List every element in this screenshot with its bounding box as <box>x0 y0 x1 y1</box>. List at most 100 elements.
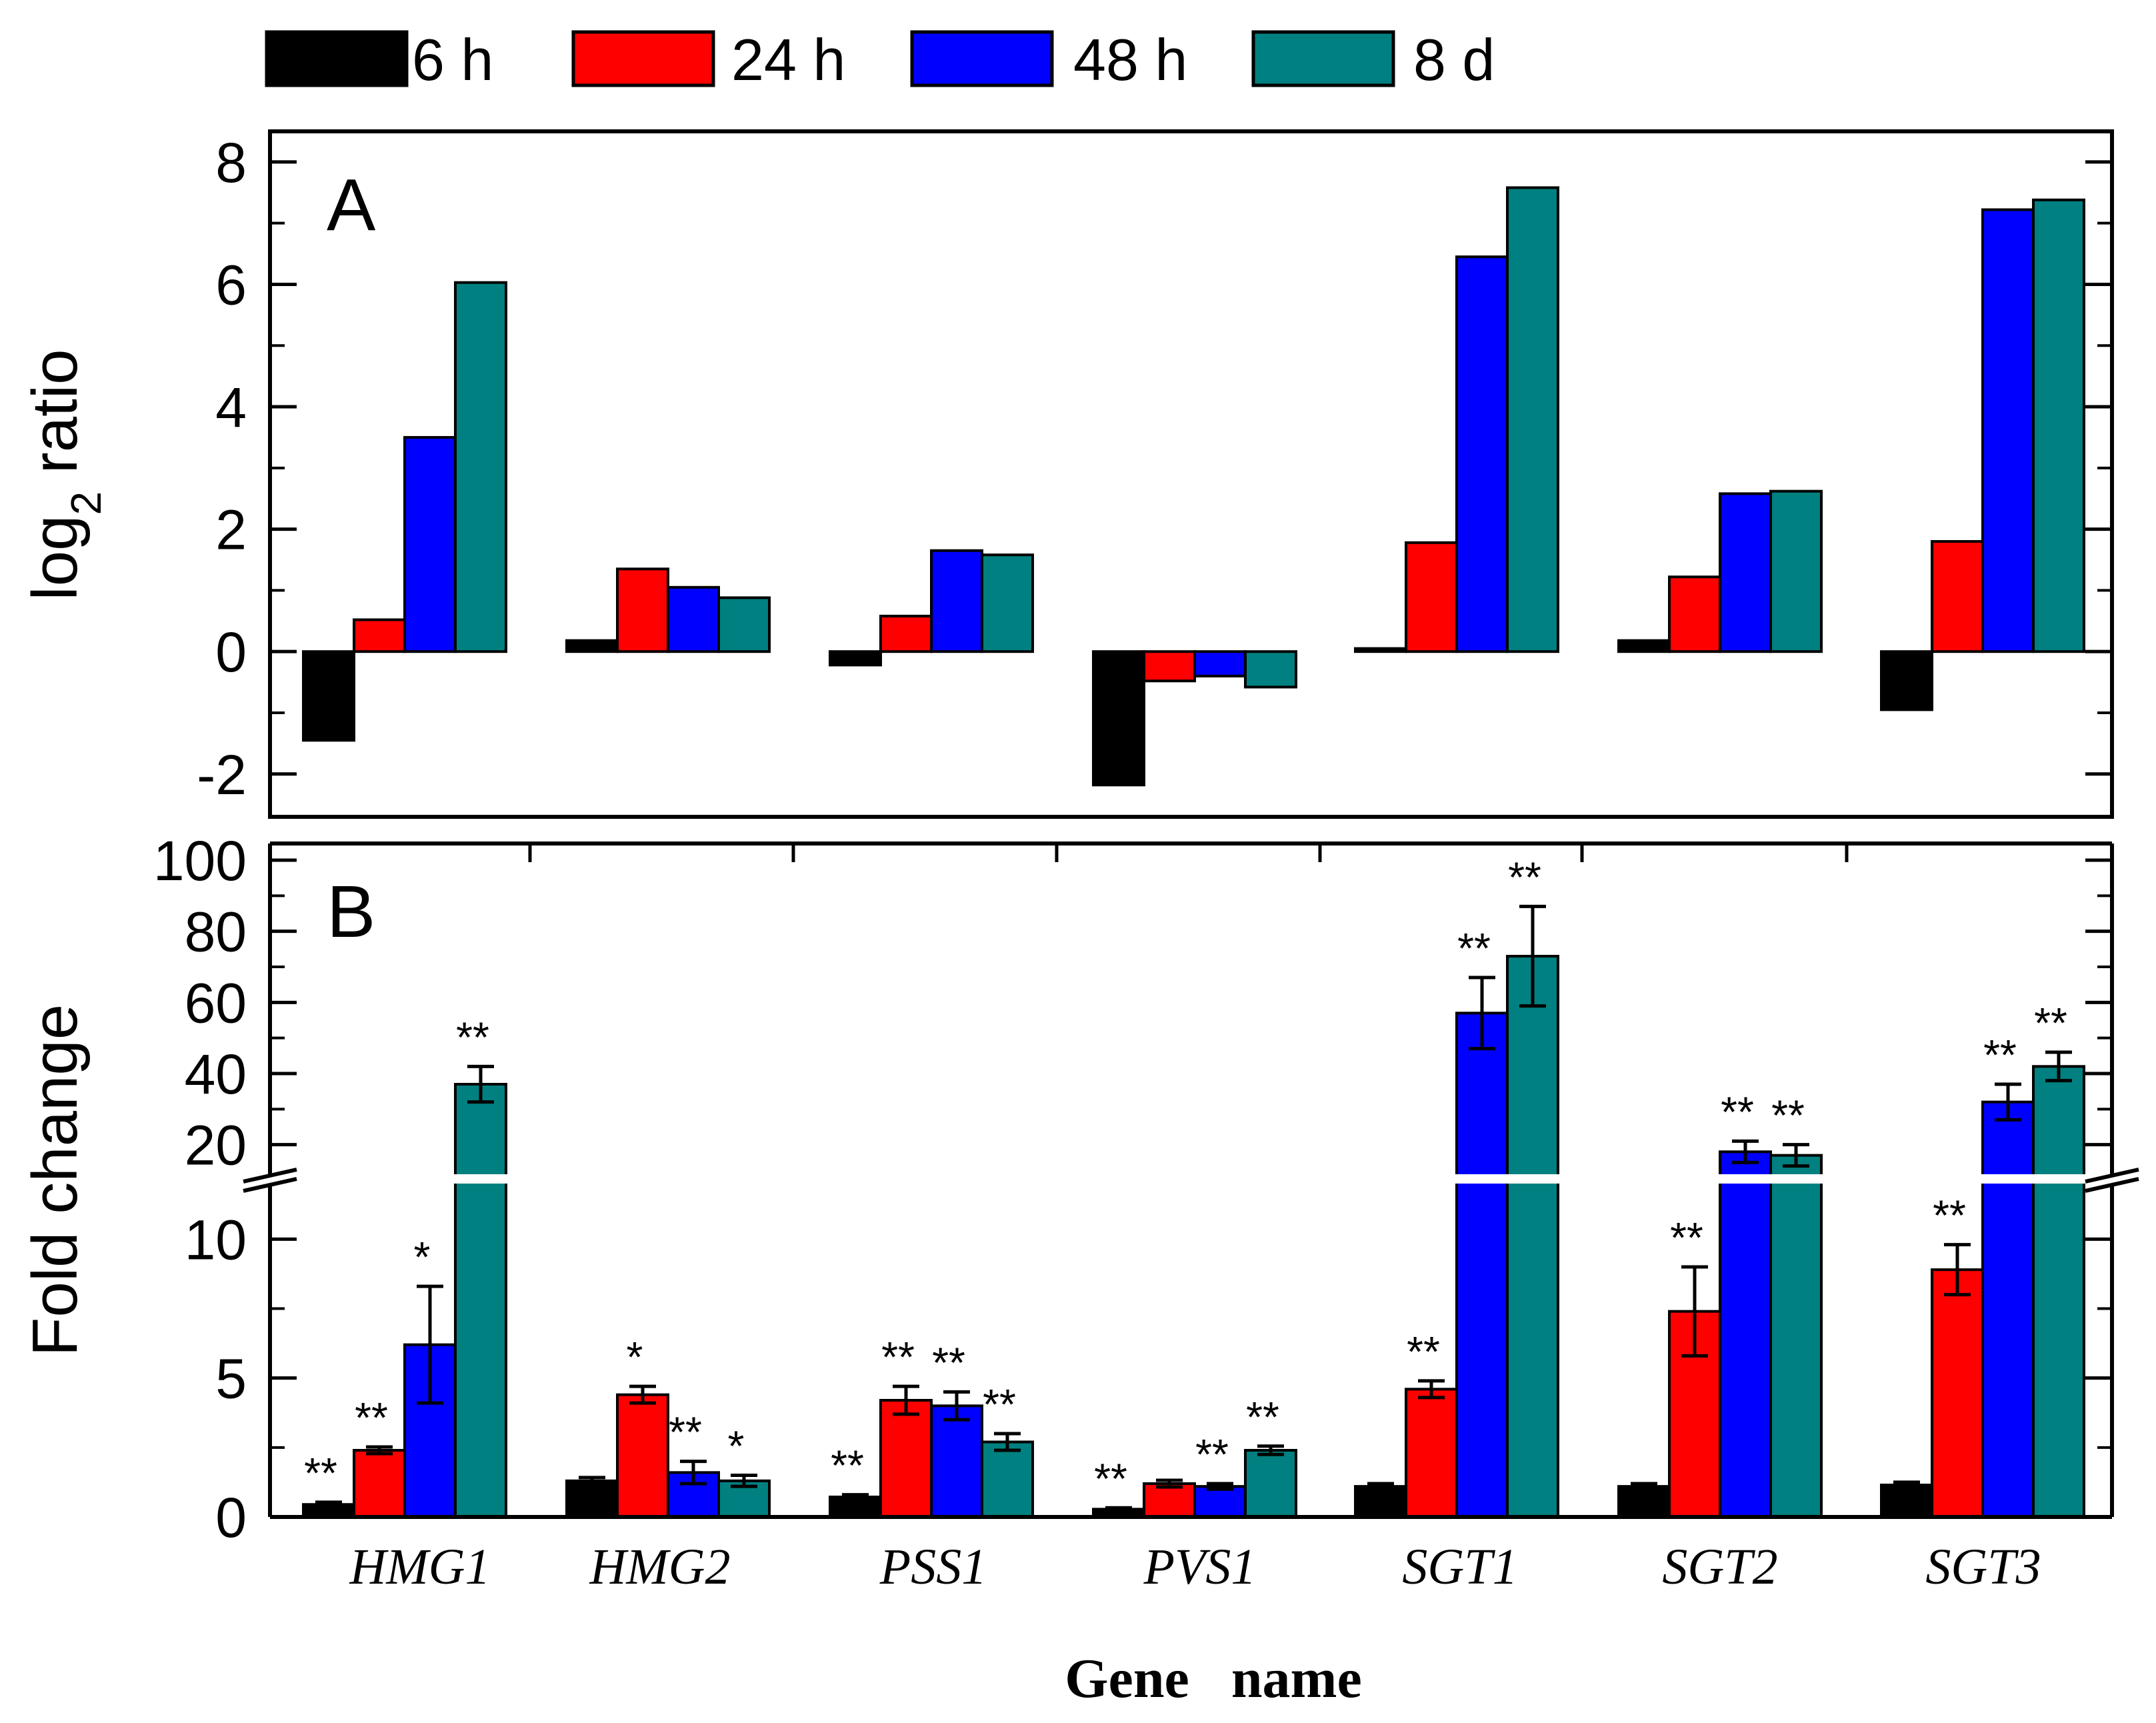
bar-a-sgt1-1 <box>1405 541 1458 653</box>
ytick-label-b-upper: 80 <box>185 901 247 964</box>
bar-b-hmg1-1 <box>353 1449 406 1518</box>
legend: 6 h 24 h 48 h 8 d <box>265 27 1495 93</box>
bar-b-sgt2-2 <box>1719 1150 1772 1519</box>
bar-b-sgt3-2 <box>1981 1100 2035 1518</box>
significance-label: ** <box>1933 1192 1966 1240</box>
significance-label: ** <box>932 1339 965 1387</box>
panel-b: ** ** ***** ** **** ******************** *****… <box>19 829 2139 1595</box>
ytick-label-a: 4 <box>215 376 247 439</box>
ytick-label-a: 8 <box>215 131 247 194</box>
ytick-label-a: 6 <box>215 253 247 316</box>
bar-a-sgt2-0 <box>1617 639 1671 653</box>
significance-label: ** <box>669 1408 702 1456</box>
bar-a-sgt3-1 <box>1931 539 1984 653</box>
ytick-label-a: -2 <box>197 743 247 806</box>
significance-label: ** <box>1195 1430 1229 1478</box>
bar-a-sgt1-3 <box>1506 186 1559 653</box>
bar-b-sgt1-0 <box>1354 1485 1407 1519</box>
bar-a-hmg1-1 <box>353 618 406 653</box>
significance-label: ** <box>2034 999 2067 1047</box>
significance-label: ** <box>1508 853 1541 901</box>
ytick-label-b: 10 <box>185 1208 247 1271</box>
bar-a-pss1-2 <box>930 549 983 653</box>
bar-a-sgt3-0 <box>1880 650 1933 711</box>
bar-b-pvs1-3 <box>1244 1449 1297 1518</box>
category-label-hmg1: HMG1 <box>349 1539 490 1595</box>
significance-label: ** <box>1457 924 1491 972</box>
bar-b-hmg2-1 <box>616 1393 669 1519</box>
bar-a-pss1-3 <box>981 553 1034 653</box>
bar-b-sgt1-1 <box>1405 1388 1458 1518</box>
bar-a-pvs1-0 <box>1092 650 1145 787</box>
y-axis-title-a-main: log <box>19 515 91 600</box>
significance-label: ** <box>304 1449 337 1497</box>
bar-a-sgt2-3 <box>1769 489 1823 653</box>
panel-label-b: B <box>327 871 375 953</box>
significance-label: ** <box>1246 1393 1279 1441</box>
legend-swatch-2 <box>910 30 1054 87</box>
significance-label: ** <box>1407 1328 1440 1376</box>
bar-a-hmg1-3 <box>454 281 507 653</box>
bar-b-hmg2-0 <box>565 1479 619 1518</box>
ytick-label-b: 5 <box>215 1348 247 1410</box>
axis-break-mark <box>243 1177 297 1193</box>
bar-b-sgt1-2 <box>1455 1012 1509 1519</box>
bar-a-pss1-0 <box>829 650 882 667</box>
y-axis-title-a-sub: 2 <box>62 491 110 515</box>
significance-label: * <box>414 1233 431 1281</box>
bar-b-sgt3-0 <box>1880 1484 1933 1518</box>
bar-a-hmg2-3 <box>717 596 771 653</box>
legend-label-3: 8 d <box>1413 27 1495 93</box>
bar-b-sgt3-3 <box>2032 1065 2085 1519</box>
bar-b-hmg1-3 <box>454 1083 507 1518</box>
significance-label: ** <box>355 1394 388 1442</box>
legend-label-2: 48 h <box>1073 27 1187 93</box>
category-label-sgt2: SGT2 <box>1662 1539 1777 1595</box>
significance-label: ** <box>1721 1088 1754 1136</box>
bar-b-sgt1-3 <box>1506 955 1559 1518</box>
y-axis-title-a-rest: ratio <box>19 349 91 491</box>
bar-b-pss1-3 <box>981 1440 1034 1518</box>
panel-label-a: A <box>327 164 376 246</box>
bar-a-pss1-1 <box>879 614 933 653</box>
significance-label: ** <box>983 1380 1016 1428</box>
category-label-sgt1: SGT1 <box>1402 1539 1517 1595</box>
bar-a-pvs1-2 <box>1193 650 1247 677</box>
ytick-label-b-upper: 60 <box>185 972 247 1034</box>
category-label-pvs1: PVS1 <box>1143 1539 1257 1595</box>
legend-label-0: 6 h <box>412 27 493 93</box>
bar-a-hmg2-1 <box>616 567 669 653</box>
axis-break-mark <box>243 1168 297 1184</box>
bar-b-sgt2-0 <box>1617 1485 1671 1519</box>
category-label-sgt3: SGT3 <box>1925 1539 2041 1595</box>
bar-a-hmg1-2 <box>403 435 457 653</box>
significance-label: ** <box>1670 1214 1703 1262</box>
bar-b-pss1-2 <box>930 1404 983 1518</box>
bar-a-sgt2-1 <box>1668 575 1721 653</box>
category-label-pss1: PSS1 <box>879 1539 987 1595</box>
bar-a-hmg2-2 <box>667 585 720 653</box>
significance-label: ** <box>1983 1031 2017 1079</box>
ytick-label-a: 2 <box>215 499 247 561</box>
bar-a-sgt3-2 <box>1981 208 2035 653</box>
bar-a-sgt2-2 <box>1719 492 1772 653</box>
legend-label-1: 24 h <box>731 27 845 93</box>
bar-b-sgt3-1 <box>1931 1268 1984 1518</box>
bar-a-pvs1-1 <box>1143 650 1196 683</box>
y-axis-title-a: log2 ratio <box>19 349 110 600</box>
significance-label: * <box>627 1333 643 1381</box>
plot-frame-a <box>268 129 2114 819</box>
significance-label: ** <box>881 1333 915 1381</box>
ytick-label-b-upper: 100 <box>153 829 247 892</box>
legend-swatch-1 <box>571 30 715 87</box>
category-label-hmg2: HMG2 <box>589 1539 730 1595</box>
bar-a-hmg2-0 <box>565 639 619 653</box>
bar-a-pvs1-3 <box>1244 650 1297 689</box>
ytick-label-b: 0 <box>215 1486 247 1549</box>
significance-label: * <box>728 1422 745 1470</box>
bar-b-pvs1-2 <box>1193 1485 1247 1519</box>
bar-a-hmg1-0 <box>302 650 355 742</box>
significance-label: ** <box>1771 1092 1805 1140</box>
significance-label: ** <box>1094 1454 1127 1502</box>
